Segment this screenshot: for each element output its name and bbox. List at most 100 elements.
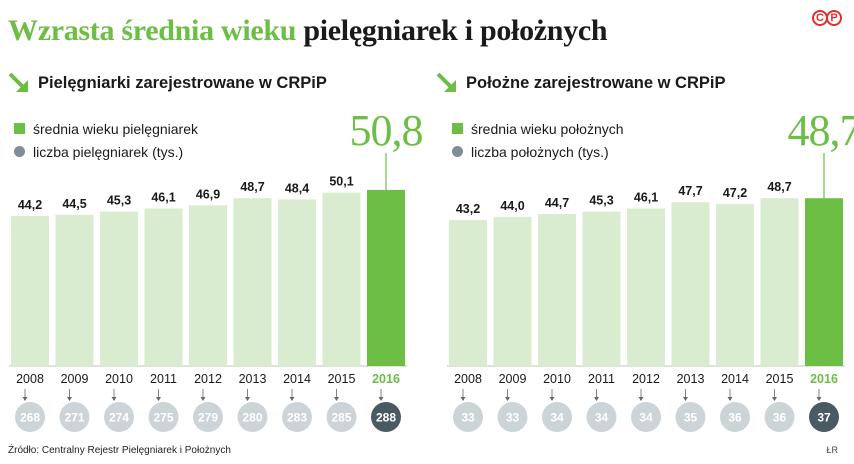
arrow-head <box>727 397 733 401</box>
arrow-head <box>156 397 161 401</box>
arrow-head <box>289 397 295 401</box>
value-label: 43,2 <box>456 202 480 216</box>
arrow-head <box>67 397 72 401</box>
bar <box>671 202 710 366</box>
count-label: 33 <box>506 411 520 425</box>
legend-item-age: średnia wieku położnych <box>452 117 624 140</box>
year-label: 2008 <box>16 372 44 386</box>
year-label: 2011 <box>150 372 177 386</box>
legend-swatch-grey <box>14 146 25 157</box>
bar <box>449 219 487 366</box>
year-label: 2010 <box>105 372 133 386</box>
highlight-value-label: 48,7 <box>788 106 854 155</box>
value-label: 47,7 <box>678 184 702 198</box>
year-label: 2015 <box>766 372 794 386</box>
count-circle <box>809 402 839 432</box>
highlight-value-label: 50,8 <box>350 106 423 155</box>
panel-header-midwives: Położne zarejestrowane w CRPiP <box>436 72 726 94</box>
arrow-head <box>245 397 250 401</box>
source-note: Źródło: Centralny Rejestr Pielęgniarek i… <box>8 445 231 456</box>
bar <box>716 204 754 366</box>
count-circle <box>764 402 795 432</box>
count-label: 33 <box>461 411 475 425</box>
panel-header-nurses: Pielęgniarki zarejestrowane w CRPiP <box>8 72 327 94</box>
value-label: 44,0 <box>500 199 524 213</box>
count-circle <box>15 402 45 432</box>
bar <box>55 214 94 366</box>
bar <box>493 216 532 366</box>
bar <box>805 198 843 366</box>
count-label: 34 <box>550 411 564 425</box>
count-label: 37 <box>817 411 831 425</box>
count-circle <box>675 402 706 432</box>
value-label: 45,3 <box>589 194 613 208</box>
count-label: 274 <box>109 411 129 425</box>
legend-swatch-green <box>14 123 25 134</box>
year-label: 2009 <box>61 372 89 386</box>
value-label: 50,1 <box>329 175 353 189</box>
legend-label-count: liczba położnych (tys.) <box>471 143 609 160</box>
panel-title-midwives: Położne zarejestrowane w CRPiP <box>466 73 726 92</box>
count-label: 34 <box>639 411 653 425</box>
bar <box>760 198 799 366</box>
arrow-down-right-icon <box>436 72 456 92</box>
count-circle <box>497 402 528 432</box>
year-label: 2012 <box>632 372 660 386</box>
year-label: 2008 <box>454 372 482 386</box>
value-label: 44,7 <box>545 196 569 210</box>
count-label: 285 <box>331 411 351 425</box>
year-label: 2009 <box>499 372 527 386</box>
arrow-head <box>200 397 206 401</box>
count-circle <box>237 402 268 432</box>
logo-p-icon: P <box>826 10 842 26</box>
legend-swatch-green <box>452 123 463 134</box>
count-label: 280 <box>242 411 262 425</box>
count-circle <box>586 402 617 432</box>
count-circle <box>193 402 223 432</box>
count-label: 271 <box>64 411 84 425</box>
bar <box>538 214 576 366</box>
arrow-down-right-icon <box>8 72 28 92</box>
arrow-head <box>816 397 822 401</box>
arrow-head <box>111 397 117 401</box>
year-label: 2016 <box>372 372 400 386</box>
legend-item-count: liczba położnych (tys.) <box>452 140 624 163</box>
legend-midwives: średnia wieku położnych liczba położnych… <box>452 117 624 163</box>
count-circle <box>59 402 90 432</box>
year-label: 2016 <box>810 372 838 386</box>
bar <box>233 198 272 366</box>
year-label: 2013 <box>677 372 705 386</box>
count-label: 275 <box>153 411 173 425</box>
panel-title-nurses: Pielęgniarki zarejestrowane w CRPiP <box>38 73 327 92</box>
arrow-head <box>549 397 555 401</box>
legend-item-age: średnia wieku pielęgniarek <box>14 117 198 140</box>
arrow-head <box>378 397 384 401</box>
count-label: 34 <box>595 411 609 425</box>
value-label: 44,2 <box>18 198 42 212</box>
value-label: 47,2 <box>723 186 747 200</box>
arrow-head <box>638 397 644 401</box>
value-label: 48,7 <box>240 180 264 194</box>
year-label: 2014 <box>721 372 749 386</box>
arrow-head <box>334 397 339 401</box>
count-label: 36 <box>773 411 787 425</box>
arrow-head <box>460 397 466 401</box>
year-label: 2011 <box>588 372 615 386</box>
year-label: 2014 <box>283 372 311 386</box>
chart-title: Wzrasta średnia wieku pielęgniarek i poł… <box>8 14 608 48</box>
bar <box>100 211 138 366</box>
bar <box>627 208 665 366</box>
count-label: 36 <box>728 411 742 425</box>
legend-nurses: średnia wieku pielęgniarek liczba pielęg… <box>14 117 198 163</box>
count-circle <box>542 402 572 432</box>
year-label: 2010 <box>543 372 571 386</box>
arrow-head <box>505 397 510 401</box>
count-label: 35 <box>684 411 698 425</box>
value-label: 45,3 <box>107 194 131 208</box>
bar <box>189 205 227 366</box>
legend-label-age: średnia wieku pielęgniarek <box>33 120 198 137</box>
arrow-head <box>594 397 599 401</box>
legend-label-count: liczba pielęgniarek (tys.) <box>33 143 184 160</box>
bar <box>144 208 183 366</box>
